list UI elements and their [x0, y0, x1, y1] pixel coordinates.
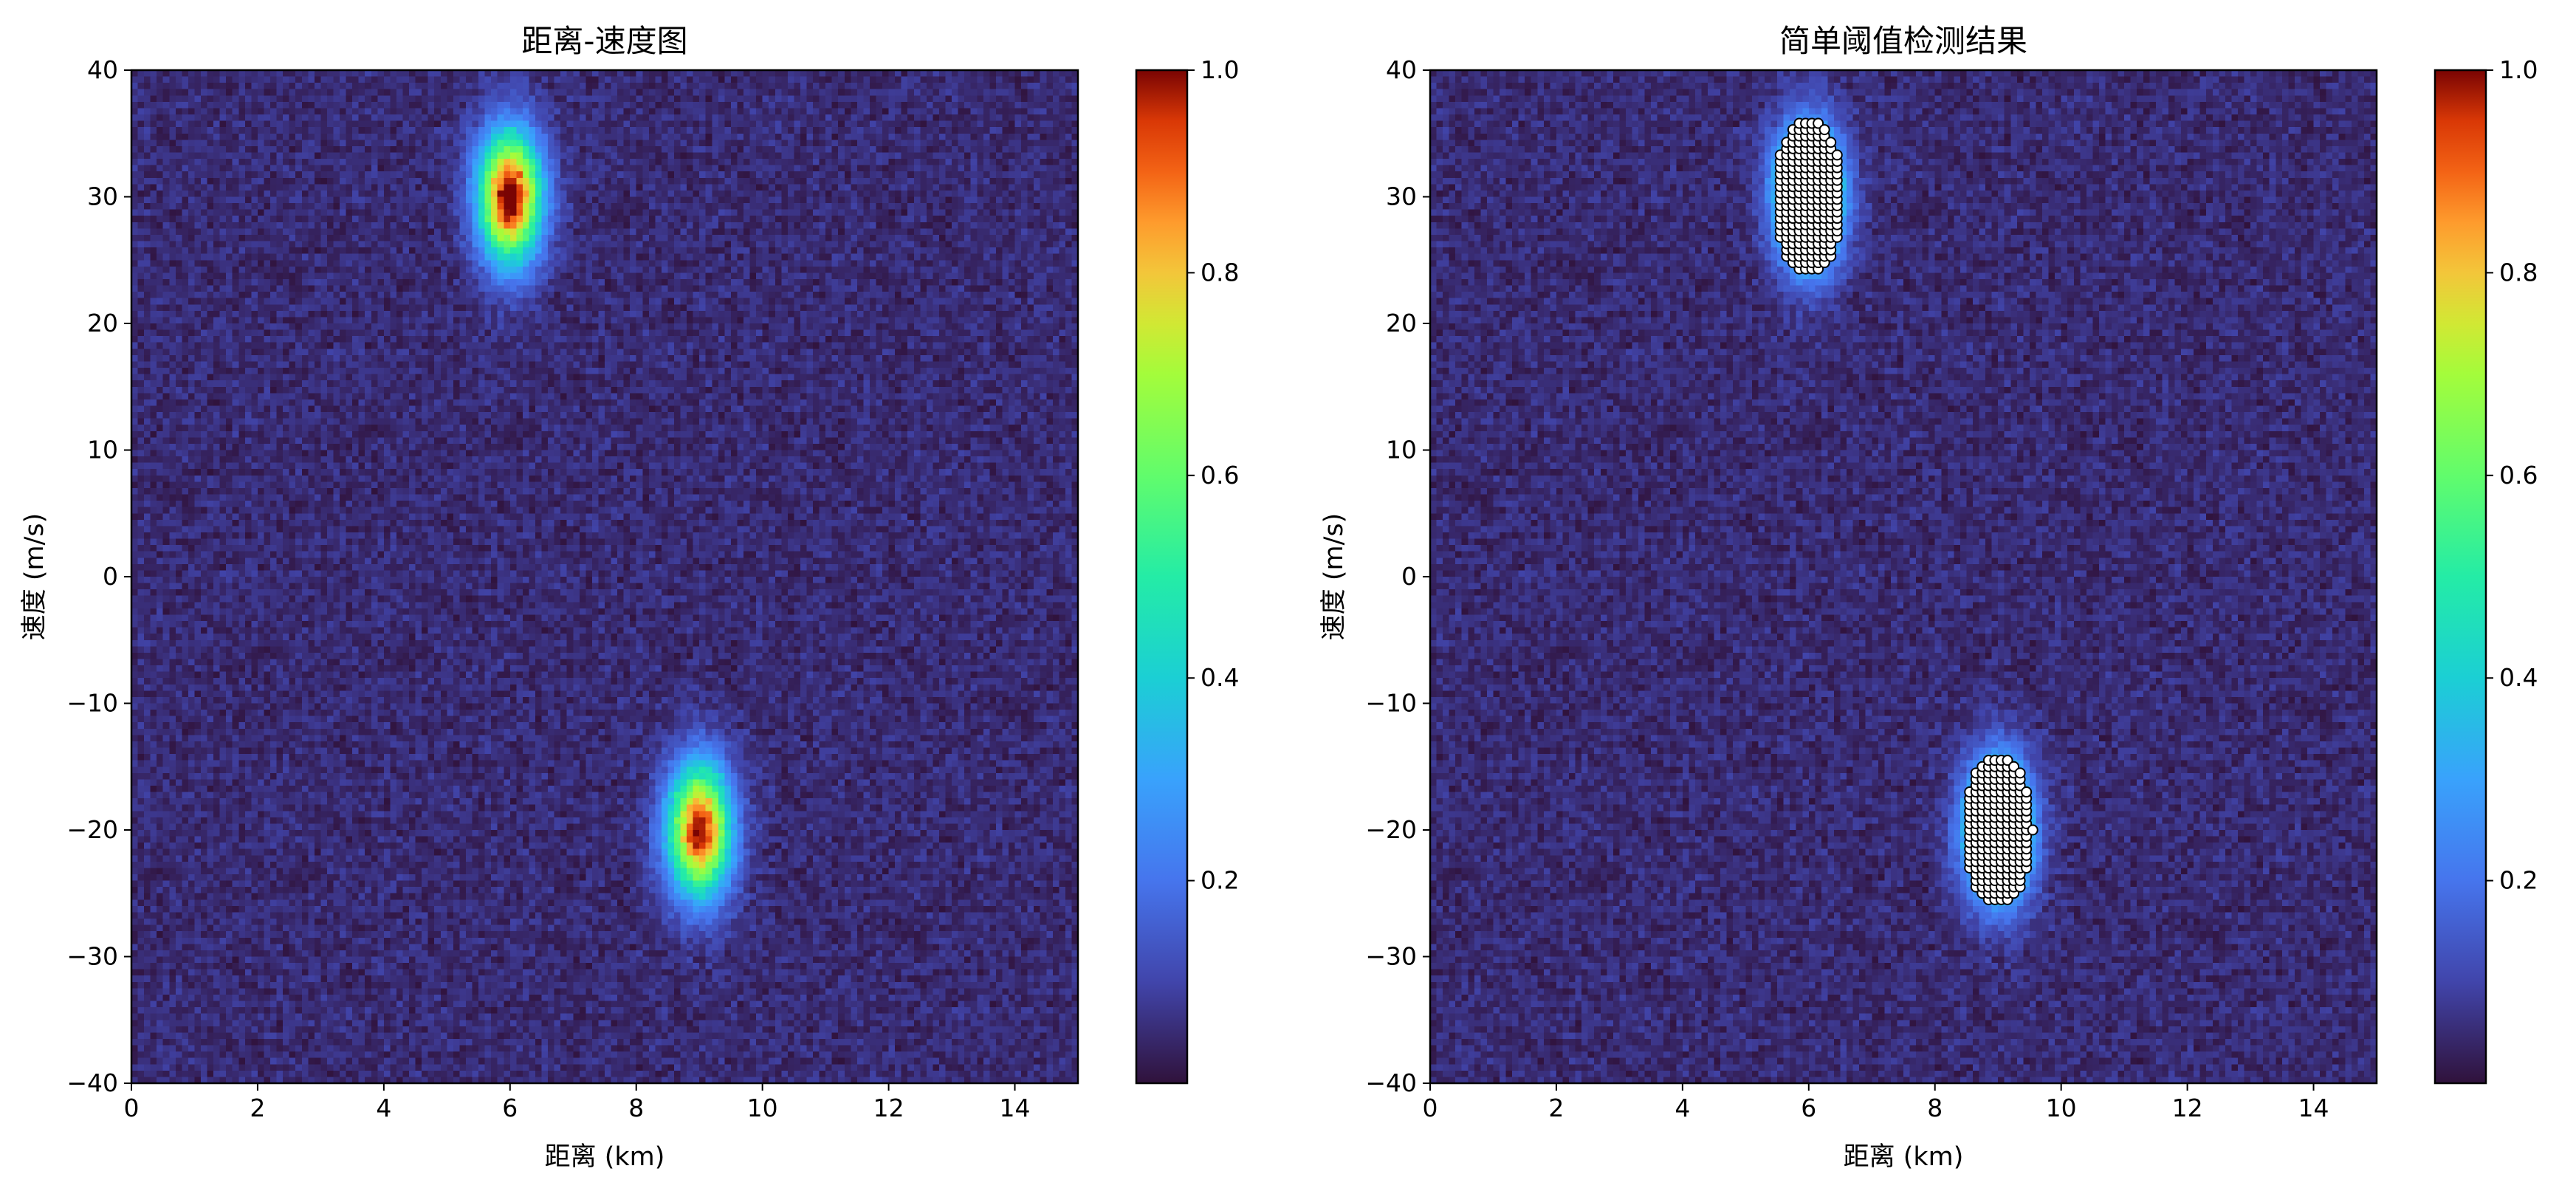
- right-x-ticks: 0 2 4 6 8 10 12 14: [1423, 1083, 2329, 1122]
- right-colorbar: 1.0 0.8 0.6 0.4 0.2: [2434, 55, 2538, 1085]
- right-colorbar-ticks: 1.0 0.8 0.6 0.4 0.2: [2486, 55, 2538, 895]
- left-y-tick-label: −30: [66, 942, 118, 971]
- right-x-tick-label: 0: [1423, 1094, 1438, 1122]
- right-colorbar-tick-label: 1.0: [2499, 55, 2538, 84]
- detection-point: [2002, 755, 2013, 766]
- right-colorbar-tick-label: 0.4: [2499, 663, 2538, 692]
- left-colorbar-ticks: 1.0 0.8 0.6 0.4 0.2: [1187, 55, 1239, 895]
- right-x-tick-label: 2: [1548, 1094, 1564, 1122]
- right-y-tick-label: 40: [1386, 55, 1417, 84]
- detection-point: [1813, 117, 1824, 129]
- right-x-tick-label: 8: [1927, 1094, 1943, 1122]
- right-x-axis-label: 距离 (km): [1844, 1142, 1964, 1172]
- left-y-tick-label: −20: [66, 815, 118, 844]
- right-detections: [1774, 117, 2039, 905]
- left-x-tick-label: 12: [873, 1094, 904, 1122]
- detection-point: [2008, 761, 2020, 772]
- left-chart-title: 距离-速度图: [521, 23, 687, 59]
- detection-point: [1818, 124, 1830, 136]
- right-x-tick-label: 14: [2298, 1094, 2329, 1122]
- right-y-tick-label: 20: [1386, 309, 1417, 337]
- right-y-tick-label: −30: [1365, 942, 1417, 971]
- left-colorbar-gradient: [1135, 69, 1189, 1085]
- right-colorbar-tick-label: 0.8: [2499, 258, 2538, 287]
- right-heatmap-area: [1429, 69, 2378, 1085]
- right-y-tick-label: −40: [1365, 1068, 1417, 1097]
- right-y-ticks: 40 30 20 10 0 −10 −20 −30 −40: [1365, 55, 1430, 1097]
- right-x-tick-label: 6: [1801, 1094, 1816, 1122]
- left-y-tick-label: 30: [87, 182, 118, 211]
- left-colorbar-tick-label: 0.2: [1201, 866, 1239, 895]
- left-heatmap-area: [130, 69, 1079, 1085]
- right-y-tick-label: 10: [1386, 436, 1417, 464]
- right-y-axis-label: 速度 (m/s): [1319, 513, 1349, 641]
- right-panel: 简单阈值检测结果 0 2 4 6 8 10 12 14 40 30 20 10 0 −10 −20 −30 −…: [1319, 23, 2538, 1172]
- left-x-tick-label: 4: [376, 1094, 391, 1122]
- left-x-ticks: 0 2 4 6 8 10 12 14: [124, 1083, 1031, 1122]
- right-x-tick-label: 10: [2046, 1094, 2077, 1122]
- right-y-tick-label: −20: [1365, 815, 1417, 844]
- left-x-axis-label: 距离 (km): [545, 1142, 665, 1172]
- right-colorbar-tick-label: 0.2: [2499, 866, 2538, 895]
- left-x-tick-label: 10: [747, 1094, 778, 1122]
- detection-point: [2021, 786, 2033, 798]
- right-colorbar-tick-label: 0.6: [2499, 461, 2538, 490]
- left-x-tick-label: 6: [502, 1094, 518, 1122]
- left-y-tick-label: 40: [87, 55, 118, 84]
- left-y-tick-label: 20: [87, 309, 118, 337]
- left-colorbar: 1.0 0.8 0.6 0.4 0.2: [1135, 55, 1239, 1085]
- right-y-tick-label: −10: [1365, 689, 1417, 718]
- left-y-tick-label: −10: [66, 689, 118, 718]
- right-y-tick-label: 0: [1401, 562, 1417, 591]
- left-heatmap-image: [131, 70, 1078, 1083]
- left-x-tick-label: 8: [628, 1094, 644, 1122]
- left-x-tick-label: 2: [250, 1094, 265, 1122]
- left-y-tick-label: −40: [66, 1068, 118, 1097]
- left-colorbar-tick-label: 0.8: [1201, 258, 1239, 287]
- left-y-tick-label: 0: [103, 562, 118, 591]
- detection-point: [2014, 767, 2026, 779]
- left-colorbar-tick-label: 0.4: [1201, 663, 1239, 692]
- detection-point: [1825, 137, 1837, 148]
- right-chart-title: 简单阈值检测结果: [1779, 23, 2027, 59]
- left-y-ticks: 40 30 20 10 0 −10 −20 −30 −40: [66, 55, 131, 1097]
- left-x-tick-label: 0: [124, 1094, 140, 1122]
- right-x-tick-label: 4: [1675, 1094, 1690, 1122]
- left-colorbar-tick-label: 0.6: [1201, 461, 1239, 490]
- detection-point: [1831, 149, 1843, 161]
- right-colorbar-gradient: [2434, 69, 2487, 1085]
- detection-point: [2027, 824, 2039, 836]
- right-x-tick-label: 12: [2172, 1094, 2203, 1122]
- left-x-tick-label: 14: [1000, 1094, 1031, 1122]
- right-heatmap-image: [1430, 70, 2377, 1083]
- right-y-tick-label: 30: [1386, 182, 1417, 211]
- left-panel: 距离-速度图 0 2 4 6 8 10 12 14 40 30 20 10 0 −10 −20 −30 −40…: [20, 23, 1239, 1172]
- left-colorbar-tick-label: 1.0: [1201, 55, 1239, 84]
- left-y-tick-label: 10: [87, 436, 118, 464]
- left-y-axis-label: 速度 (m/s): [20, 513, 49, 641]
